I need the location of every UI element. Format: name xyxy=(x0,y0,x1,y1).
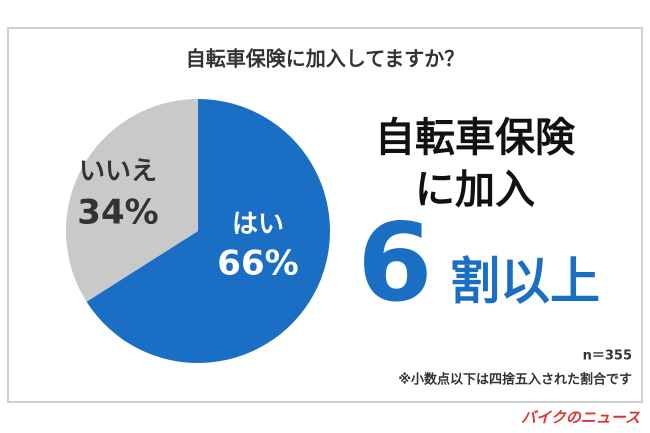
slice-label: はい xyxy=(232,210,284,240)
value-label: 66% xyxy=(217,244,298,284)
highlight-number: 6 xyxy=(357,201,432,326)
pie-slice xyxy=(86,99,330,364)
chart-title: 自転車保険に加入してますか？ xyxy=(186,47,464,71)
slice-label: いいえ xyxy=(79,157,157,187)
value-label: 34% xyxy=(77,193,158,233)
logo: バイクのニュース xyxy=(521,409,640,427)
highlight-text: 割以上 xyxy=(450,253,600,311)
sample-note: n＝355 xyxy=(583,349,632,364)
headline: 自転車保険 xyxy=(375,115,576,161)
pie-slice xyxy=(66,99,198,302)
headline: に加入 xyxy=(415,167,535,213)
footnote: ※小数点以下は四捨五入された割合です xyxy=(398,372,632,388)
